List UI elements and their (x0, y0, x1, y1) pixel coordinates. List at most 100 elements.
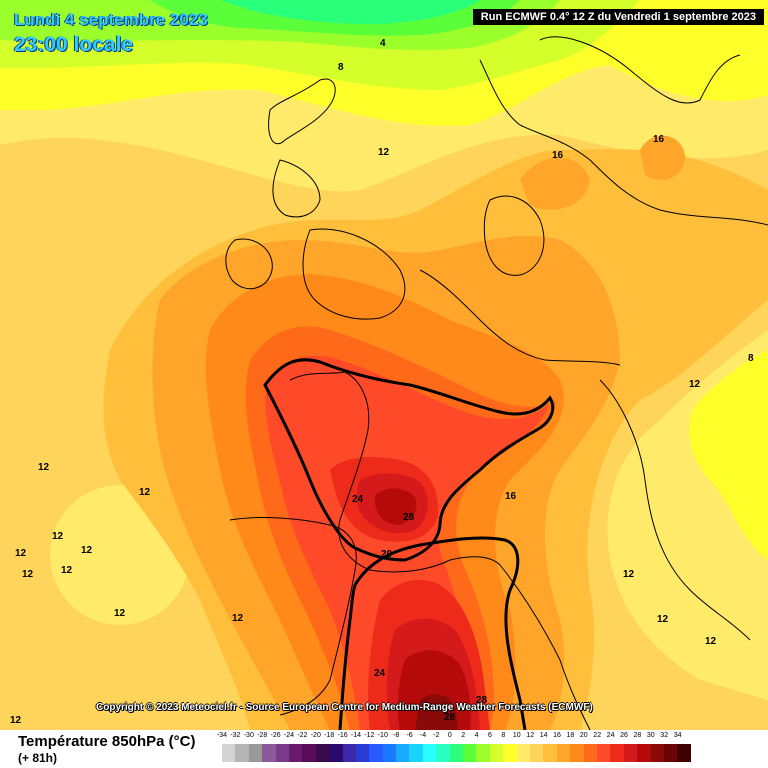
coastlines (225, 36, 768, 730)
scale-tick-label: 0 (447, 732, 452, 739)
scale-swatch (275, 744, 289, 762)
scale-swatch (222, 744, 236, 762)
scale-tick-label: 24 (606, 732, 615, 739)
isotherm-label: 20 (381, 549, 393, 560)
scale-swatch (623, 744, 638, 762)
forecast-date: Lundi 4 septembre 2023 (14, 10, 208, 29)
scale-tick-label: -28 (257, 732, 268, 739)
isotherm-label: 16 (552, 150, 564, 161)
scale-swatch (529, 744, 544, 762)
isotherm-label: 12 (689, 379, 701, 390)
temp-zone-30 (415, 694, 458, 730)
scale-swatch (396, 744, 410, 762)
copyright-notice: Copyright © 2023 Meteociel.fr - Source E… (96, 702, 593, 713)
scale-tick-label: 20 (579, 732, 588, 739)
scale-swatch (637, 744, 651, 762)
scale-tick-label: 32 (660, 732, 669, 739)
scale-tick-label: -18 (324, 732, 335, 739)
scale-tick-label: -12 (364, 732, 375, 739)
scale-swatch (342, 744, 356, 762)
scale-tick-label: -26 (270, 732, 281, 739)
legend-panel: Température 850hPa (°C) (+ 81h) -34 -32 -3… (0, 730, 768, 768)
scale-tick-label: -16 (337, 732, 348, 739)
scale-swatch (610, 744, 624, 762)
scale-tick-label: -6 (406, 732, 413, 739)
scale-swatch (302, 744, 316, 762)
scale-swatch (650, 744, 664, 762)
forecast-time: 23:00 locale (14, 33, 134, 56)
isotherm-label: 4 (380, 38, 386, 49)
scale-tick-label: 28 (633, 732, 642, 739)
scale-swatch (288, 744, 303, 762)
scale-tick-label: 2 (461, 732, 466, 739)
scale-tick-label: -20 (310, 732, 321, 739)
scale-swatch (382, 744, 397, 762)
scale-swatch (409, 744, 423, 762)
isotherm-label: 12 (705, 636, 717, 647)
isotherm-label: 12 (61, 565, 73, 576)
scale-swatch (583, 744, 597, 762)
scale-swatch (449, 744, 464, 762)
scale-tick-label: 4 (474, 732, 479, 739)
scale-swatch (436, 744, 450, 762)
scale-swatch (369, 744, 383, 762)
isotherm-20-north (263, 358, 555, 562)
scale-swatch (262, 744, 276, 762)
isotherm-label: 12 (232, 613, 244, 624)
scale-tick-label: -22 (297, 732, 308, 739)
scale-tick-label: 10 (512, 732, 521, 739)
isotherm-label: 12 (657, 614, 669, 625)
isotherm-label: 24 (374, 668, 386, 679)
temp-zone-16-baltic (520, 157, 590, 210)
scale-swatch (663, 744, 678, 762)
isotherm-label: 8 (748, 353, 754, 364)
isotherm-label: 24 (352, 494, 364, 505)
isotherm-label: 12 (15, 548, 27, 559)
scale-tick-label: -4 (419, 732, 427, 739)
scale-tick-label: -24 (283, 732, 295, 739)
scale-swatch (516, 744, 530, 762)
scale-swatch (315, 744, 330, 762)
scale-swatch (556, 744, 571, 762)
scale-swatch (248, 744, 263, 762)
scale-tick-label: 6 (488, 732, 492, 739)
scale-swatch (422, 744, 437, 762)
scale-swatch (476, 744, 490, 762)
isotherm-label: 12 (114, 608, 126, 619)
scale-tick-label: 16 (553, 732, 561, 739)
isotherm-label: 12 (139, 487, 151, 498)
scale-swatch (570, 744, 584, 762)
scale-tick-label: 12 (526, 732, 535, 739)
isotherm-label: 28 (444, 712, 456, 723)
scale-swatch (503, 744, 517, 762)
temp-zone-28 (374, 488, 417, 525)
model-run-info: Run ECMWF 0.4° 12 Z du Vendredi 1 septem… (472, 9, 764, 25)
temp-zone-0 (220, 0, 480, 25)
scale-tick-label: -34 (216, 732, 228, 739)
scale-tick-label: -8 (393, 732, 400, 739)
scale-swatch (489, 744, 504, 762)
scale-tick-label: -2 (433, 732, 440, 739)
scale-tick-label: 22 (593, 732, 602, 739)
isotherm-label: 28 (403, 512, 415, 523)
scale-swatch (463, 744, 477, 762)
scale-tick-label: 8 (501, 732, 506, 739)
isotherm-label: 12 (22, 569, 34, 580)
color-scale-bar (222, 744, 691, 762)
scale-tick-label: 18 (566, 732, 575, 739)
isotherm-label: 12 (378, 147, 390, 158)
lead-time: (+ 81h) (18, 751, 58, 765)
scale-tick-label: 34 (673, 732, 682, 739)
scale-tick-label: -32 (230, 732, 241, 739)
isotherm-label: 12 (623, 569, 635, 580)
scale-tick-label: 30 (646, 732, 655, 739)
isotherm-labels: 4 8 12 12 16 16 12 8 16 12 12 12 12 12 1… (10, 38, 754, 726)
scale-tick-label: -30 (243, 732, 254, 739)
isotherm-label: 16 (505, 491, 517, 502)
scale-swatch (329, 744, 343, 762)
temp-zone-22 (265, 355, 548, 730)
scale-swatch (235, 744, 249, 762)
isotherm-label: 12 (38, 462, 50, 473)
scale-swatch (543, 744, 557, 762)
isotherm-20-south (338, 536, 527, 730)
